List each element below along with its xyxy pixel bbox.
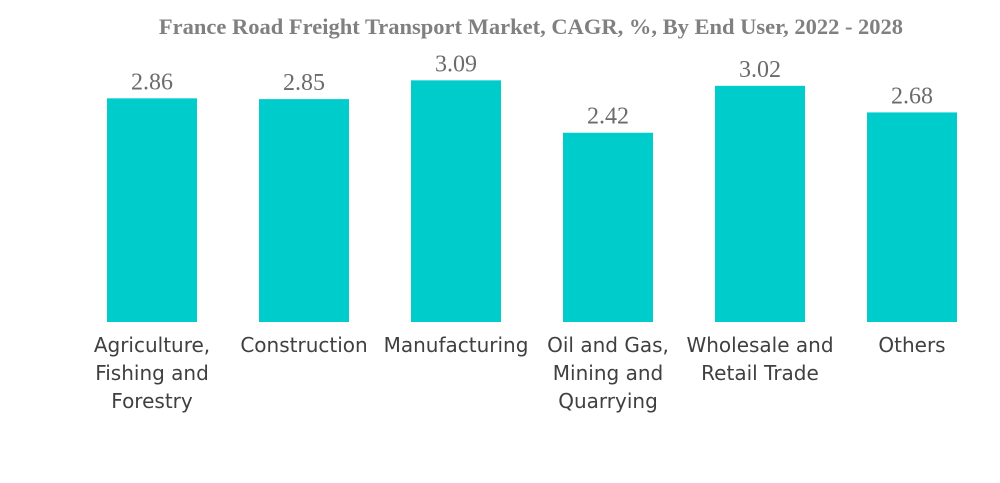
bar-value-label-5: 2.68 [891,83,933,109]
category-label-5: Others [878,333,945,357]
bar-2 [411,80,501,322]
category-label-1: Construction [240,333,367,357]
bar-3 [563,132,653,322]
bar-value-label-3: 2.42 [587,104,629,130]
bar-value-label-4: 3.02 [739,57,781,83]
category-label-3: Oil and Gas, Mining and Quarrying [547,333,669,413]
bar-1 [259,99,349,322]
category-label-2: Manufacturing [384,333,529,357]
bar-value-label-0: 2.86 [131,69,173,95]
bar-4 [715,85,805,322]
bar-value-label-1: 2.85 [283,70,325,96]
chart-title: France Road Freight Transport Market, CA… [158,14,904,39]
bar-5 [867,112,957,323]
bar-0 [107,98,197,322]
category-label-0: Agriculture, Fishing and Forestry [94,333,210,413]
category-label-4: Wholesale and Retail Trade [686,333,833,385]
bar-value-label-2: 3.09 [435,51,477,77]
